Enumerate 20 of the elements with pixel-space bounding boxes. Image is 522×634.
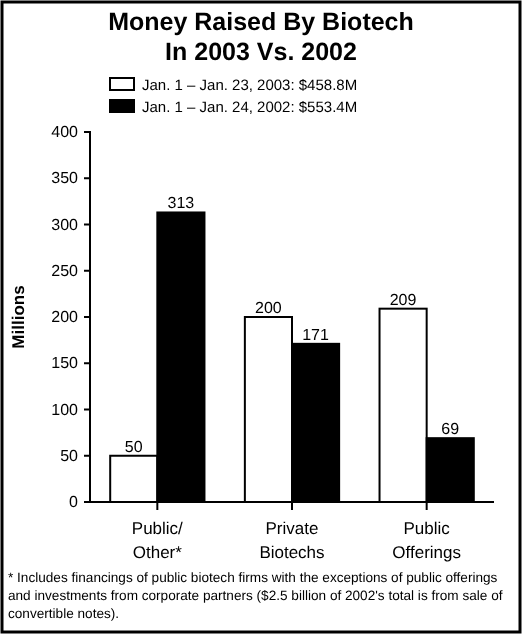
y-tick-label: 200	[51, 308, 80, 327]
y-tick-label: 300	[51, 215, 80, 234]
data-label: 313	[167, 194, 196, 213]
y-tick-label: 50	[60, 446, 80, 465]
y-tick-label: 150	[51, 354, 80, 373]
data-label: 200	[255, 299, 283, 317]
y-axis-title: Millions	[8, 284, 28, 349]
x-tick-label: Private Biotechs	[259, 518, 325, 562]
y-tick-label: 250	[51, 261, 80, 280]
chart-title: Money Raised By Biotech In 2003 Vs. 2002	[108, 8, 414, 66]
data-label: 50	[124, 437, 144, 456]
data-label: 171	[302, 325, 330, 344]
y-tick-label: 400	[51, 123, 80, 142]
data-label: 209	[389, 290, 418, 309]
y-tick-label: 100	[51, 400, 80, 419]
x-tick-label: Public Offerings	[392, 518, 462, 562]
data-label: 69	[441, 420, 461, 439]
y-tick-label: 350	[51, 169, 80, 188]
x-tick-label: Public/ Other*	[131, 518, 185, 562]
y-tick-label: 0	[69, 493, 80, 512]
